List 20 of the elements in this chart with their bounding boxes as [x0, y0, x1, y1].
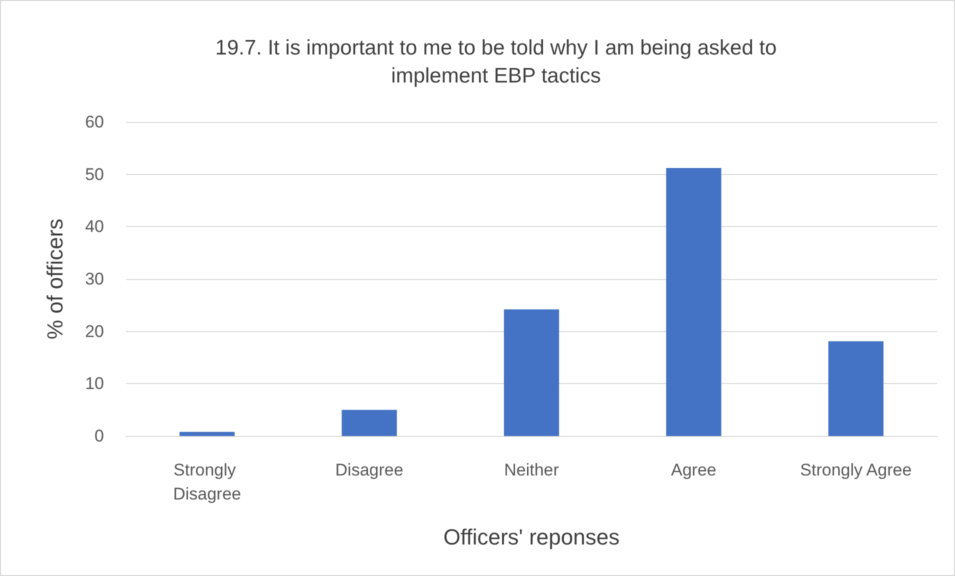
y-tick-label: 10 [85, 374, 104, 394]
y-axis-title: % of officers [42, 218, 68, 340]
x-tick-label: Neither [504, 460, 560, 480]
bar [666, 168, 722, 436]
bar [180, 432, 235, 436]
bar [828, 341, 884, 436]
x-tick-label: Strongly Agree [800, 460, 912, 480]
y-tick-label: 30 [85, 270, 104, 288]
x-tick-label: Agree [671, 460, 716, 480]
bar [504, 309, 560, 436]
y-tick-label: 40 [85, 217, 104, 236]
x-tick-label: Strongly Disagree [173, 460, 242, 504]
x-axis-title: Officers' reponses [443, 524, 620, 550]
x-tick-label: Disagree [335, 460, 404, 480]
bar [342, 410, 397, 436]
y-tick-label: 20 [85, 322, 104, 341]
y-tick-label: 0 [94, 426, 104, 446]
y-tick-label: 60 [85, 112, 104, 132]
y-tick-label: 50 [85, 164, 104, 184]
chart-title: 19.7. It is important to me to be told why I am being asked to implement EBP tactics [215, 36, 777, 88]
